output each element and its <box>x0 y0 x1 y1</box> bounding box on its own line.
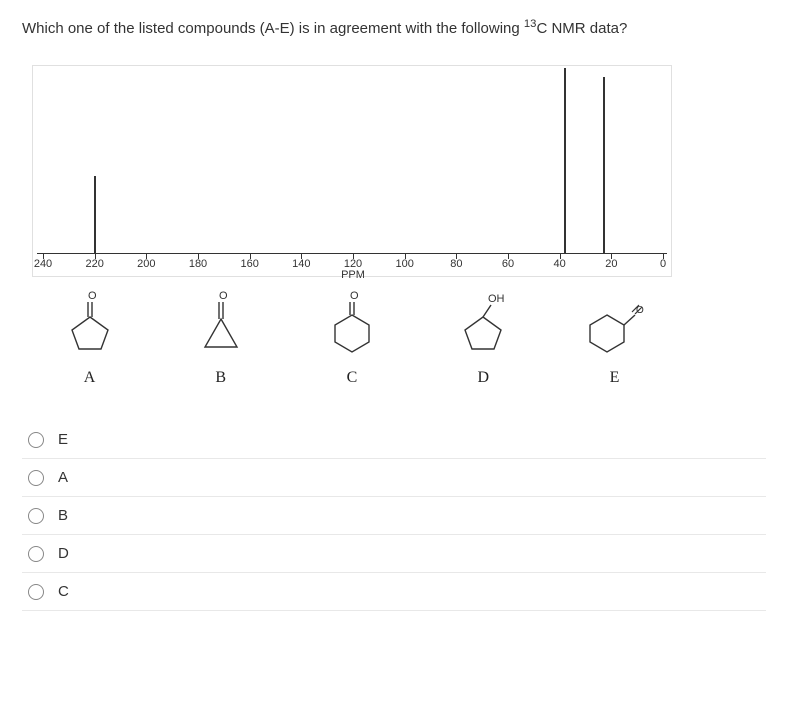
molecule-C: O C <box>295 287 410 387</box>
x-tick-label: 200 <box>137 258 155 270</box>
cyclopentanone-icon: O <box>54 287 126 357</box>
x-tick-label: 40 <box>554 258 566 270</box>
question-prefix: Which one of the listed compounds (A-E) … <box>22 20 524 37</box>
svg-text:OH: OH <box>488 293 505 305</box>
option-label: D <box>58 545 69 562</box>
cyclopentanol-icon: OH <box>447 287 519 357</box>
molecule-label: C <box>347 369 358 387</box>
molecule-row: O A O B O C OH D <box>32 287 672 387</box>
x-tick-label: 80 <box>450 258 462 270</box>
x-tick-label: 220 <box>85 258 103 270</box>
svg-text:O: O <box>88 290 97 302</box>
spectrum-peak <box>603 77 605 254</box>
question-text: Which one of the listed compounds (A-E) … <box>22 18 766 37</box>
radio-icon[interactable] <box>28 508 44 524</box>
svg-text:O: O <box>350 290 359 302</box>
molecule-label: E <box>610 369 620 387</box>
option-label: C <box>58 583 69 600</box>
radio-icon[interactable] <box>28 470 44 486</box>
spectrum-peak <box>94 176 96 254</box>
answer-option[interactable]: A <box>22 459 766 497</box>
spectrum-area <box>33 66 671 254</box>
x-tick-label: 160 <box>240 258 258 270</box>
x-tick-label: 100 <box>395 258 413 270</box>
molecule-B: O B <box>163 287 278 387</box>
question-suffix: C NMR data? <box>536 20 627 37</box>
molecule-D: OH D <box>426 287 541 387</box>
answer-option[interactable]: E <box>22 421 766 459</box>
x-tick-label: 240 <box>34 258 52 270</box>
molecule-label: B <box>215 369 226 387</box>
answer-options: E A B D C <box>22 421 766 611</box>
molecule-label: A <box>84 369 96 387</box>
x-tick-label: 140 <box>292 258 310 270</box>
x-axis: 240220200180160140120100806040200PPM <box>33 254 671 276</box>
svg-text:O: O <box>219 290 228 302</box>
spectrum-peak <box>564 68 566 254</box>
cyclopropanone-icon: O <box>185 287 257 357</box>
x-tick-label: 20 <box>605 258 617 270</box>
molecule-label: D <box>477 369 489 387</box>
molecule-E: O E <box>557 287 672 387</box>
answer-option[interactable]: C <box>22 573 766 611</box>
option-label: A <box>58 469 68 486</box>
option-label: B <box>58 507 68 524</box>
cyclohexanone-icon: O <box>316 287 388 357</box>
x-tick-label: 180 <box>189 258 207 270</box>
answer-option[interactable]: B <box>22 497 766 535</box>
x-tick-label: 0 <box>660 258 666 270</box>
nmr-spectrum: 240220200180160140120100806040200PPM <box>32 65 672 277</box>
radio-icon[interactable] <box>28 546 44 562</box>
radio-icon[interactable] <box>28 432 44 448</box>
question-sup: 13 <box>524 18 537 30</box>
answer-option[interactable]: D <box>22 535 766 573</box>
x-axis-label: PPM <box>341 269 365 281</box>
cyclohexanecarbaldehyde-icon: O <box>579 287 651 357</box>
radio-icon[interactable] <box>28 584 44 600</box>
option-label: E <box>58 431 68 448</box>
molecule-A: O A <box>32 287 147 387</box>
x-tick-label: 60 <box>502 258 514 270</box>
